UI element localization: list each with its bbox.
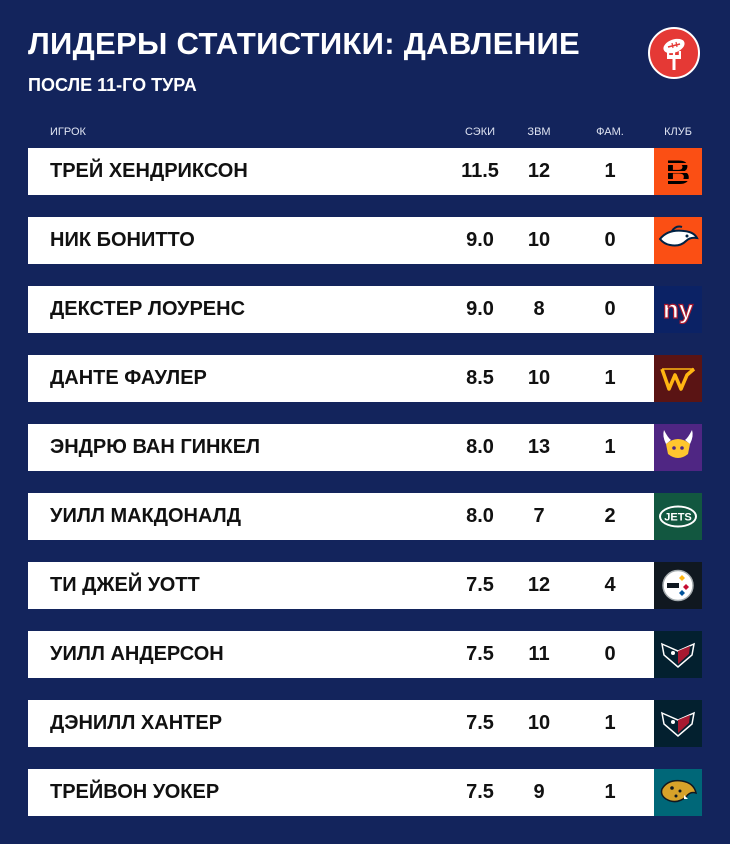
texans-logo [654, 631, 702, 678]
table-row: ТРЕЙ ХЕНДРИКСОН 11.5 12 1 B [28, 148, 702, 195]
svg-text:ny: ny [663, 294, 694, 324]
sacks-value: 7.5 [466, 643, 494, 665]
tfl-value: 7 [533, 505, 545, 527]
player-name: УИЛЛ МАКДОНАЛД [50, 505, 241, 527]
ff-value: 1 [604, 367, 616, 389]
texans-logo [654, 700, 702, 747]
player-name: ТИ ДЖЕЙ УОТТ [50, 574, 200, 596]
ff-value: 1 [604, 436, 616, 458]
sacks-value: 8.0 [466, 436, 494, 458]
sacks-value: 7.5 [466, 574, 494, 596]
table-row: УИЛЛ АНДЕРСОН 7.5 11 0 [28, 631, 702, 678]
jaguars-logo [654, 769, 702, 816]
sacks-value: 9.0 [466, 229, 494, 251]
ff-value: 1 [604, 712, 616, 734]
table-row: ДЕКСТЕР ЛОУРЕНС 9.0 8 0 ny [28, 286, 702, 333]
ff-value: 0 [604, 298, 616, 320]
column-header-sacks: СЭКИ [464, 126, 496, 138]
tfl-value: 9 [533, 781, 545, 803]
player-name: ЭНДРЮ ВАН ГИНКЕЛ [50, 436, 261, 458]
bengals-logo: B [654, 148, 702, 195]
table-row: УИЛЛ МАКДОНАЛД 8.0 7 2 JETS [28, 493, 702, 540]
page-title: ЛИДЕРЫ СТАТИСТИКИ: ДАВЛЕНИЕ [28, 26, 581, 61]
ff-value: 0 [604, 643, 616, 665]
table-row: ЭНДРЮ ВАН ГИНКЕЛ 8.0 13 1 [28, 424, 702, 471]
table-row: ДАНТЕ ФАУЛЕР 8.5 10 1 [28, 355, 702, 402]
giants-logo: ny [654, 286, 702, 333]
svg-text:JETS: JETS [664, 512, 692, 524]
sacks-value: 8.5 [466, 367, 494, 389]
player-name: ДЕКСТЕР ЛОУРЕНС [50, 298, 246, 320]
player-name: ДЭНИЛЛ ХАНТЕР [50, 712, 223, 734]
player-name: ТРЕЙ ХЕНДРИКСОН [50, 160, 248, 182]
ff-value: 1 [604, 781, 616, 803]
table-row: ДЭНИЛЛ ХАНТЕР 7.5 10 1 [28, 700, 702, 747]
table-row: ТИ ДЖЕЙ УОТТ 7.5 12 4 [28, 562, 702, 609]
ff-value: 0 [604, 229, 616, 251]
column-header-tfl: ЗВМ [527, 126, 551, 138]
commanders-logo [654, 355, 702, 402]
sacks-value: 7.5 [466, 781, 494, 803]
column-header-ff: ФАМ. [596, 126, 624, 138]
football-fork-icon [648, 27, 700, 79]
sacks-value: 11.5 [461, 160, 499, 182]
tfl-value: 11 [528, 643, 550, 665]
table-row: ТРЕЙВОН УОКЕР 7.5 9 1 [28, 769, 702, 816]
tfl-value: 10 [527, 712, 551, 734]
broncos-logo [654, 217, 702, 264]
tfl-value: 12 [527, 160, 551, 182]
table-row: НИК БОНИТТО 9.0 10 0 [28, 217, 702, 264]
vikings-logo [654, 424, 702, 471]
player-name: УИЛЛ АНДЕРСОН [50, 643, 224, 665]
sacks-value: 9.0 [466, 298, 494, 320]
ff-value: 4 [604, 574, 616, 596]
player-name: ТРЕЙВОН УОКЕР [50, 781, 220, 803]
player-name: НИК БОНИТТО [50, 229, 195, 251]
column-header-player: ИГРОК [50, 126, 86, 138]
tfl-value: 13 [527, 436, 551, 458]
steelers-logo [654, 562, 702, 609]
tfl-value: 10 [527, 229, 551, 251]
page-subtitle: ПОСЛЕ 11-ГО ТУРА [28, 75, 197, 95]
tfl-value: 12 [527, 574, 551, 596]
column-header-team: КЛУБ [664, 126, 692, 138]
tfl-value: 10 [527, 367, 551, 389]
player-name: ДАНТЕ ФАУЛЕР [50, 367, 207, 389]
tfl-value: 8 [533, 298, 545, 320]
table-header: ИГРОК СЭКИ ЗВМ ФАМ. КЛУБ [28, 126, 702, 142]
ff-value: 2 [604, 505, 616, 527]
sacks-value: 7.5 [466, 712, 494, 734]
sacks-value: 8.0 [466, 505, 494, 527]
jets-logo: JETS [654, 493, 702, 540]
ff-value: 1 [604, 160, 616, 182]
